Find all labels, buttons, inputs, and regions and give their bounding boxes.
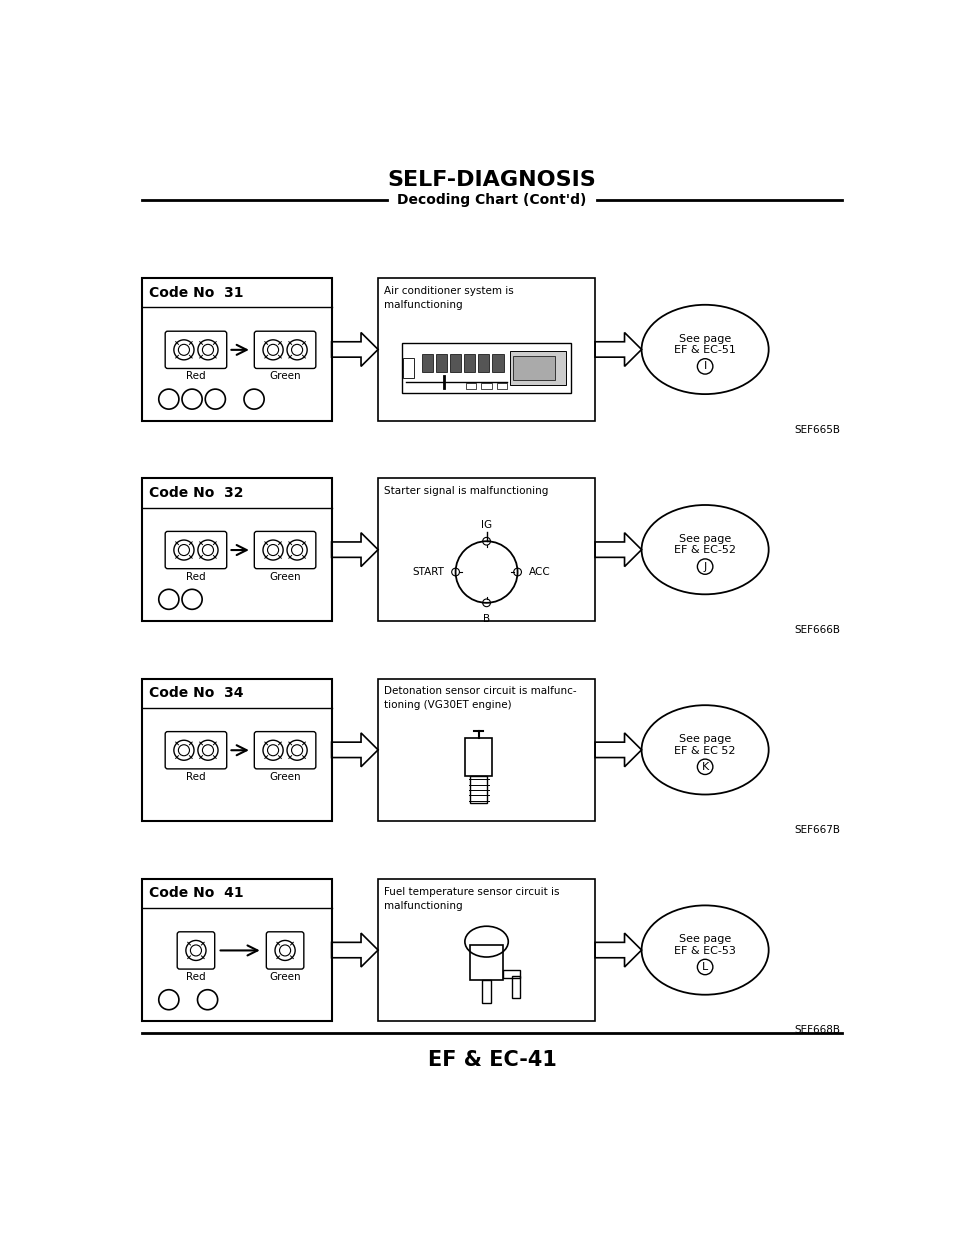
Text: Red: Red xyxy=(186,971,205,981)
Text: Code No  31: Code No 31 xyxy=(150,286,244,299)
Text: Starter signal is malfunctioning: Starter signal is malfunctioning xyxy=(384,486,549,496)
Bar xyxy=(513,355,555,380)
Bar xyxy=(465,354,475,372)
Text: EF & EC-52: EF & EC-52 xyxy=(674,545,736,555)
Bar xyxy=(378,278,595,420)
Bar xyxy=(492,354,503,372)
Bar xyxy=(378,879,595,1021)
Bar xyxy=(403,358,414,378)
Bar xyxy=(142,678,331,821)
Text: EF & EC-51: EF & EC-51 xyxy=(674,345,736,355)
Bar xyxy=(436,354,447,372)
Text: Red: Red xyxy=(186,772,205,782)
Text: EF & EC-53: EF & EC-53 xyxy=(674,945,736,955)
Text: START: START xyxy=(413,567,444,577)
Text: ACC: ACC xyxy=(528,567,550,577)
Bar xyxy=(467,383,476,389)
Bar xyxy=(142,479,331,621)
Text: L: L xyxy=(702,961,708,971)
Bar xyxy=(142,879,331,1021)
Text: B: B xyxy=(483,614,491,624)
Bar xyxy=(512,976,520,998)
Bar xyxy=(450,354,462,372)
Text: Detonation sensor circuit is malfunc-
tioning (VG30ET engine): Detonation sensor circuit is malfunc- ti… xyxy=(384,686,577,711)
Bar xyxy=(482,980,492,1004)
Text: Decoding Chart (Cont'd): Decoding Chart (Cont'd) xyxy=(397,193,587,207)
Text: See page: See page xyxy=(679,334,732,344)
Text: Code No  41: Code No 41 xyxy=(150,887,244,900)
Text: Air conditioner system is
malfunctioning: Air conditioner system is malfunctioning xyxy=(384,286,514,311)
Bar xyxy=(466,737,492,776)
Text: K: K xyxy=(702,762,708,772)
Text: Red: Red xyxy=(186,571,205,581)
Bar xyxy=(142,278,331,420)
Bar xyxy=(378,678,595,821)
Text: Green: Green xyxy=(269,772,300,782)
Bar xyxy=(402,343,571,393)
Text: SEF667B: SEF667B xyxy=(795,826,841,835)
Bar xyxy=(470,776,488,803)
Bar xyxy=(378,479,595,621)
Text: Code No  34: Code No 34 xyxy=(150,686,244,701)
Text: See page: See page xyxy=(679,934,732,944)
Text: I: I xyxy=(704,362,707,372)
Text: See page: See page xyxy=(679,534,732,544)
Text: EF & EC-41: EF & EC-41 xyxy=(427,1050,557,1070)
Text: See page: See page xyxy=(679,734,732,744)
Bar xyxy=(478,354,490,372)
Text: SEF666B: SEF666B xyxy=(795,625,841,635)
Text: IG: IG xyxy=(481,520,492,530)
Text: Green: Green xyxy=(269,571,300,581)
Text: SELF-DIAGNOSIS: SELF-DIAGNOSIS xyxy=(388,171,596,191)
Text: J: J xyxy=(704,561,707,571)
Text: SEF668B: SEF668B xyxy=(795,1025,841,1035)
Bar xyxy=(496,383,507,389)
Text: Fuel temperature sensor circuit is
malfunctioning: Fuel temperature sensor circuit is malfu… xyxy=(384,887,560,910)
Bar xyxy=(511,350,566,385)
Text: Green: Green xyxy=(269,372,300,382)
Text: Green: Green xyxy=(269,971,300,981)
Bar xyxy=(482,383,492,389)
Text: Red: Red xyxy=(186,372,205,382)
Text: Code No  32: Code No 32 xyxy=(150,486,244,500)
Text: EF & EC 52: EF & EC 52 xyxy=(674,746,736,756)
Bar xyxy=(422,354,433,372)
Bar xyxy=(503,970,520,978)
Bar xyxy=(470,945,503,980)
Text: SEF665B: SEF665B xyxy=(795,424,841,434)
